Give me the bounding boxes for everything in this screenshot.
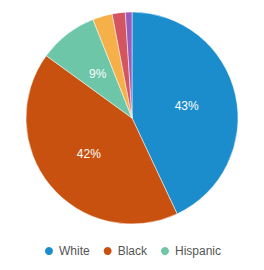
svg-text:9%: 9% <box>89 67 107 81</box>
svg-text:Hispanic: Hispanic <box>175 244 221 258</box>
svg-text:Black: Black <box>118 244 148 258</box>
svg-text:White: White <box>59 244 90 258</box>
svg-text:42%: 42% <box>77 147 101 161</box>
svg-text:43%: 43% <box>175 99 199 113</box>
